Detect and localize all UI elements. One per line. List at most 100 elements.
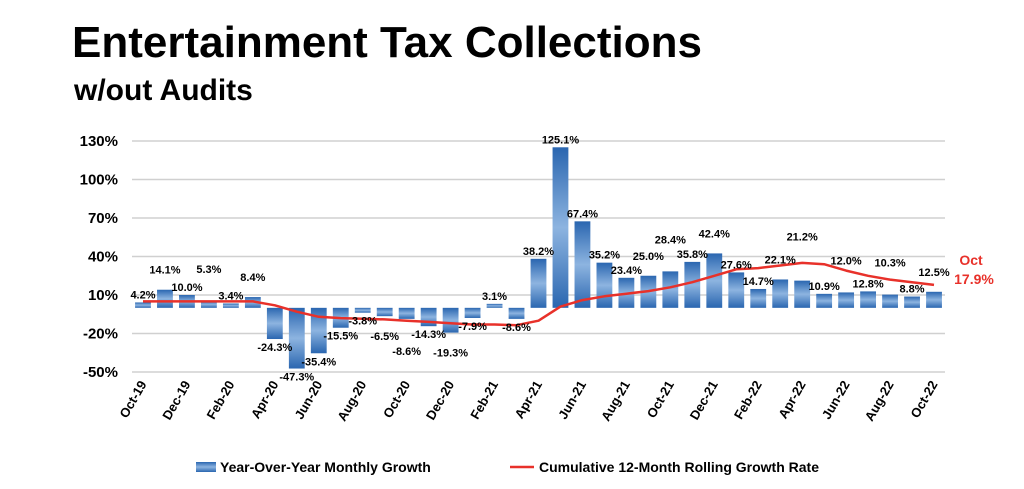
data-label: 28.4% (655, 234, 686, 246)
rolling-growth-line (143, 261, 935, 327)
y-tick-label: 10% (88, 287, 118, 304)
data-label: 5.3% (196, 264, 221, 276)
data-label: 12.0% (831, 255, 862, 267)
data-label: 10.0% (171, 282, 202, 294)
data-label: 12.8% (852, 278, 883, 290)
x-tick-label: Oct-21 (644, 378, 677, 421)
x-tick-label: Jun-21 (555, 378, 589, 422)
bar (574, 221, 591, 308)
data-label: 3.4% (218, 290, 243, 302)
x-tick-label: Apr-22 (775, 378, 809, 421)
bar (486, 303, 503, 308)
bar (464, 307, 481, 318)
data-label: -8.6% (392, 346, 421, 358)
data-label: 35.8% (677, 249, 708, 261)
data-label: 27.6% (721, 259, 752, 271)
data-label: -47.3% (279, 372, 314, 384)
bar (552, 147, 569, 308)
data-label: 67.4% (567, 208, 598, 220)
data-label: 8.4% (240, 272, 265, 284)
bar (442, 307, 459, 333)
data-label: 8.8% (900, 284, 925, 296)
data-label: 38.2% (523, 246, 554, 258)
data-label: 23.4% (611, 265, 642, 277)
bar (288, 307, 305, 369)
y-tick-label: 100% (80, 172, 118, 189)
data-label: -14.3% (411, 329, 446, 341)
y-tick-label: 40% (88, 249, 118, 266)
x-tick-label: Jun-20 (291, 378, 325, 422)
x-tick-label: Aug-22 (862, 378, 897, 424)
y-tick-label: -50% (83, 364, 118, 381)
x-tick-label: Feb-22 (731, 378, 765, 422)
x-tick-label: Jun-22 (819, 378, 853, 422)
data-label: -35.4% (301, 356, 336, 368)
bar (860, 291, 877, 308)
data-label: 35.2% (589, 250, 620, 262)
y-tick-label: 130% (80, 133, 118, 150)
x-tick-label: Apr-20 (248, 378, 282, 421)
bar (904, 296, 920, 308)
legend-bar-label: Year-Over-Year Monthly Growth (220, 459, 431, 475)
data-label: 10.9% (809, 281, 840, 293)
data-label: -24.3% (257, 342, 292, 354)
bar (926, 291, 942, 308)
bar (750, 288, 767, 308)
chart-title: Entertainment Tax Collections (72, 18, 702, 67)
legend-line-label: Cumulative 12-Month Rolling Growth Rate (539, 459, 819, 475)
y-tick-label: -20% (83, 326, 118, 343)
x-tick-label: Dec-19 (159, 378, 193, 422)
data-label: 4.2% (130, 289, 155, 301)
data-label: 25.0% (633, 251, 664, 263)
y-tick-label: 70% (88, 210, 118, 227)
x-tick-label: Feb-21 (467, 378, 501, 422)
data-label: 10.3% (874, 258, 905, 270)
bar (354, 307, 371, 313)
data-label: 42.4% (699, 228, 730, 240)
data-label: -7.9% (458, 321, 487, 333)
x-tick-label: Oct-20 (380, 378, 413, 421)
x-tick-label: Dec-21 (687, 378, 721, 422)
bar (376, 307, 393, 317)
x-tick-label: Aug-21 (598, 378, 633, 424)
data-label: -6.5% (370, 331, 399, 343)
data-label: 22.1% (765, 254, 796, 266)
x-tick-label: Aug-20 (334, 378, 369, 424)
data-label: 21.2% (787, 232, 818, 244)
data-label: -19.3% (433, 348, 468, 360)
data-label: 14.1% (149, 265, 180, 277)
x-tick-label: Feb-20 (204, 378, 238, 422)
data-label: 125.1% (542, 134, 580, 146)
data-label: -15.5% (323, 331, 358, 343)
data-label: 12.5% (918, 267, 949, 279)
data-label: -3.8% (348, 316, 377, 328)
bar (772, 279, 789, 308)
bar (135, 302, 151, 308)
bar (266, 307, 283, 340)
annotation-month: Oct (959, 252, 983, 268)
bar (706, 253, 723, 308)
x-tick-label: Dec-20 (423, 378, 457, 422)
bar (508, 307, 525, 319)
x-tick-label: Oct-19 (116, 378, 149, 421)
bar (838, 292, 855, 308)
data-label: 3.1% (482, 291, 507, 303)
bar (310, 307, 327, 354)
bar (530, 258, 547, 308)
bar (200, 301, 217, 308)
bar (816, 293, 833, 308)
bar (157, 289, 173, 308)
bar (222, 303, 239, 308)
x-tick-label: Oct-22 (907, 378, 940, 421)
bar (684, 261, 701, 308)
bar (728, 272, 745, 308)
annotation-value: 17.9% (954, 271, 994, 287)
x-tick-label: Apr-21 (512, 378, 546, 421)
bar (398, 307, 415, 319)
data-label: -8.6% (502, 322, 531, 334)
bar (662, 271, 679, 308)
bar (794, 280, 811, 308)
legend-bar-swatch (196, 462, 216, 472)
bar (882, 294, 898, 308)
